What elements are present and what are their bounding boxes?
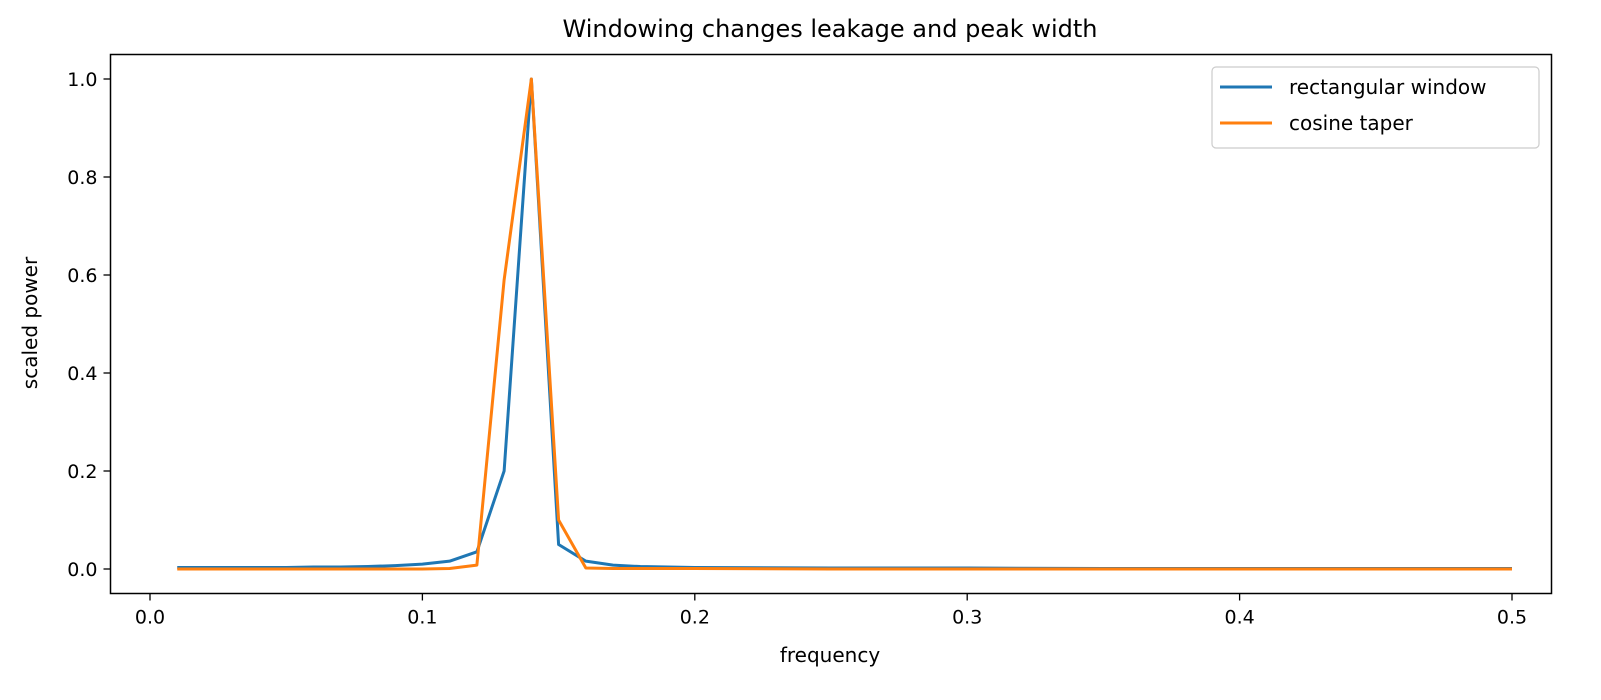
x-axis-label: frequency (780, 643, 880, 667)
series-line-cosine-taper (177, 77, 1512, 571)
y-tick-label: 0.8 (67, 167, 97, 189)
plot-frame (109, 53, 1553, 595)
y-axis: 0.0 0.2 0.4 0.6 0.8 1.0 (67, 69, 111, 581)
x-tick-label: 0.3 (952, 607, 982, 629)
legend-box (1211, 66, 1540, 149)
y-tick-label: 0.4 (67, 363, 97, 385)
legend-label-cosine: cosine taper (1289, 111, 1414, 135)
x-tick-label: 0.1 (407, 607, 437, 629)
legend: rectangular window cosine taper (1211, 66, 1540, 149)
series-layer (177, 77, 1512, 571)
x-tick-label: 0.5 (1497, 607, 1527, 629)
chart-title: Windowing changes leakage and peak width (563, 15, 1098, 43)
x-tick-label: 0.2 (680, 607, 710, 629)
y-tick-label: 0.0 (67, 559, 97, 581)
x-tick-label: 0.0 (135, 607, 165, 629)
y-tick-label: 1.0 (67, 69, 97, 91)
y-tick-label: 0.6 (67, 265, 97, 287)
x-axis: 0.0 0.1 0.2 0.3 0.4 0.5 (135, 593, 1527, 629)
y-tick-label: 0.2 (67, 461, 97, 483)
x-tick-label: 0.4 (1224, 607, 1254, 629)
y-axis-label: scaled power (18, 256, 42, 389)
legend-label-rectangular: rectangular window (1289, 75, 1487, 99)
